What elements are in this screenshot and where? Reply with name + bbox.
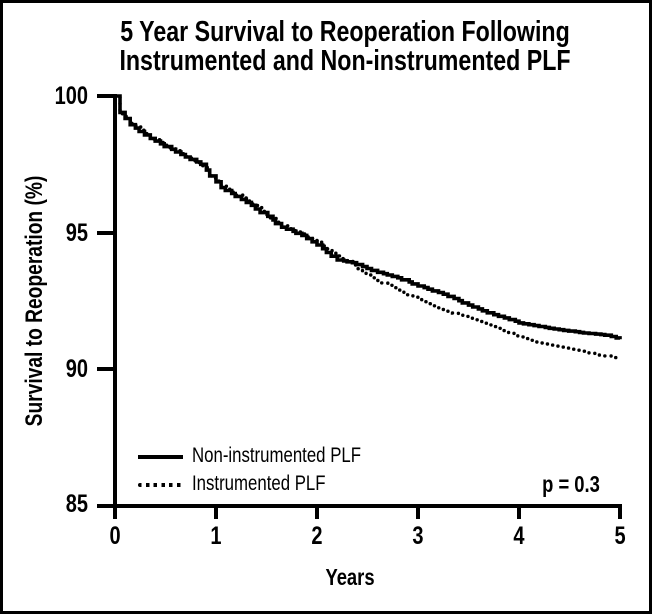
y-tick-label: 85 (65, 490, 88, 518)
x-tick-label: 1 (210, 522, 222, 550)
x-tick-label: 2 (311, 522, 323, 550)
y-tick-mark-85 (97, 504, 113, 508)
chart-title-line-2: Instrumented and Non-instrumented PLF (119, 45, 571, 77)
instrumented-plf-curve (113, 94, 622, 361)
x-tick-mark-1 (214, 504, 218, 519)
x-tick-label: 4 (513, 522, 525, 550)
x-tick-label: 5 (614, 522, 626, 550)
y-tick-mark-100 (97, 94, 113, 98)
x-axis-line (113, 504, 622, 508)
y-tick-mark-95 (97, 231, 113, 235)
y-tick-label: 90 (65, 355, 88, 383)
chart-title: 5 Year Survival to Reoperation Following… (105, 18, 585, 76)
y-axis-line (113, 94, 117, 508)
x-tick-mark-3 (416, 504, 420, 519)
legend-label-non-instrumented: Non-instrumented PLF (192, 444, 362, 467)
legend-line-sample-solid (138, 455, 183, 459)
y-tick-mark-90 (97, 367, 113, 371)
chart-title-line-1: 5 Year Survival to Reoperation Following (120, 16, 570, 48)
p-value-annotation: p = 0.3 (542, 471, 600, 497)
x-tick-mark-5 (618, 504, 622, 519)
y-tick-label: 100 (54, 82, 88, 110)
legend-label-instrumented: Instrumented PLF (192, 472, 326, 495)
x-tick-mark-0 (113, 504, 117, 519)
y-tick-label: 95 (65, 219, 88, 247)
x-tick-mark-4 (517, 504, 521, 519)
x-tick-mark-2 (315, 504, 319, 519)
x-tick-label: 3 (412, 522, 424, 550)
non-instrumented-plf-curve (115, 94, 622, 340)
legend-line-sample-dotted (138, 483, 185, 487)
x-tick-label: 0 (109, 522, 121, 550)
x-axis-title: Years (325, 564, 375, 590)
